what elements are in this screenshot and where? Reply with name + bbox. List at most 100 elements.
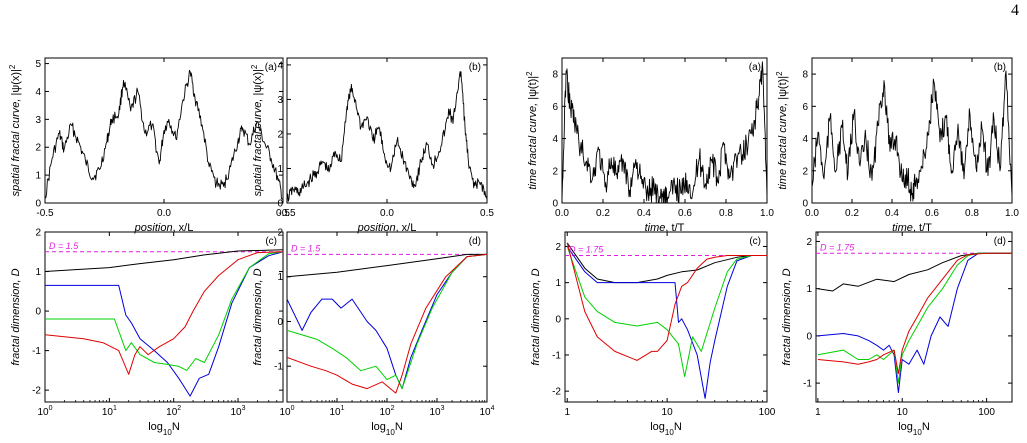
y-tick-label: 0: [806, 331, 812, 342]
y-tick-label: 1: [806, 284, 812, 295]
series-group: [45, 249, 283, 397]
y-tick-label: 0: [35, 307, 41, 318]
panel-label: (d): [469, 236, 481, 247]
y-tick-label: -1: [274, 362, 283, 373]
y-tick-label: 1: [555, 278, 561, 289]
y-tick-label: 2: [35, 143, 41, 154]
y-tick-label: 2: [35, 228, 41, 239]
y-tick-label: 8: [552, 70, 558, 81]
series-group: [287, 253, 487, 394]
y-tick-label: 2: [806, 237, 812, 248]
series-line-black: [45, 69, 283, 201]
y-tick-label: 1: [277, 272, 283, 283]
x-tick-label: 104: [479, 405, 494, 418]
y-tick-label: 2: [555, 242, 561, 253]
x-tick-label: 0.0: [157, 208, 171, 219]
series-group: [812, 70, 1012, 202]
chart-panel-p8: 1 10 100 -1 0 1 2 D = 1.75 (d) log10N fractal dime…: [781, 231, 1013, 437]
x-tick-label: 1: [564, 407, 570, 418]
dimension-reference-label: D = 1.5: [291, 243, 321, 253]
y-tick-label: 2: [552, 166, 558, 177]
y-axis-label: spatial fractal curve, |ψ(x)|2: [250, 64, 265, 196]
panel-label: (a): [749, 62, 761, 73]
y-tick-label: 6: [552, 102, 558, 113]
page-number: 4: [1011, 2, 1019, 19]
dimension-reference-label: D = 1.5: [49, 241, 79, 251]
x-tick-label: -0.5: [36, 208, 54, 219]
panel-label: (b): [469, 62, 481, 73]
y-tick-label: 0: [35, 199, 41, 210]
series-line-green: [566, 246, 767, 378]
x-tick-label: 100: [37, 405, 52, 418]
series-line-green: [817, 252, 1012, 384]
x-tick-label: 103: [231, 405, 246, 418]
x-axis-label: time, t/T: [892, 222, 932, 234]
x-tick-label: 0.2: [845, 208, 859, 219]
y-tick-label: 0: [277, 317, 283, 328]
series-line-blue: [287, 253, 487, 390]
x-tick-label: 0.6: [925, 208, 939, 219]
x-axis-label: log10N: [371, 421, 403, 437]
y-tick-label: -2: [552, 387, 561, 398]
y-tick-label: 0: [555, 314, 561, 325]
x-tick-label: 102: [166, 405, 181, 418]
x-tick-label: 0.0: [805, 208, 819, 219]
x-tick-label: 0.5: [480, 208, 494, 219]
x-tick-label: 101: [329, 405, 344, 418]
x-tick-label: -0.5: [278, 208, 296, 219]
y-tick-label: 2: [277, 228, 283, 239]
x-tick-label: 0.0: [380, 208, 394, 219]
y-axis-label: spatial fractal curve, |ψ(x)|2: [8, 64, 23, 196]
series-line-black: [287, 71, 487, 202]
y-tick-label: 4: [277, 60, 283, 71]
series-group: [287, 71, 487, 202]
y-tick-label: 3: [35, 115, 41, 126]
x-tick-label: 100: [759, 407, 776, 418]
series-group: [562, 61, 767, 203]
plot-frame: [811, 57, 1013, 204]
series-line-black: [817, 252, 1012, 292]
y-tick-label: 5: [35, 59, 41, 70]
series-line-red: [566, 242, 767, 361]
chart-panel-p4: 0.0 0.2 0.4 0.6 0.8 1.0 0 2 4 6 8 (b) time, t/T time …: [775, 57, 1019, 234]
x-tick-label: 0.4: [885, 208, 899, 219]
panel-label: (d): [994, 236, 1006, 247]
y-tick-label: 8: [802, 70, 808, 81]
x-tick-label: 0.8: [719, 208, 733, 219]
y-axis-label: fractal dimension, D: [252, 268, 264, 365]
chart-panel-p3: 0.0 0.2 0.4 0.6 0.8 1.0 0 2 4 6 8 (a) time, t/T time …: [525, 57, 774, 234]
x-tick-label: 1.0: [760, 208, 774, 219]
x-tick-label: 0.6: [678, 208, 692, 219]
y-tick-label: 1: [35, 171, 41, 182]
x-tick-label: 0.2: [596, 208, 610, 219]
plot-frame: [564, 231, 768, 403]
y-tick-label: 2: [277, 129, 283, 140]
dimension-reference-label: D = 1.75: [569, 245, 604, 255]
x-tick-label: 0.4: [637, 208, 651, 219]
x-tick-label: 103: [429, 405, 444, 418]
y-tick-label: 1: [277, 164, 283, 175]
x-tick-label: 100: [978, 407, 995, 418]
x-tick-label: 1.0: [1005, 208, 1019, 219]
panel-label: (c): [749, 236, 761, 247]
y-tick-label: -1: [552, 350, 561, 361]
series-line-blue: [566, 246, 767, 399]
dimension-reference-label: D = 1.75: [820, 242, 855, 252]
y-tick-label: 0: [802, 199, 808, 210]
panel-label: (c): [265, 236, 277, 247]
y-tick-label: -1: [32, 346, 41, 357]
y-tick-label: 0: [277, 199, 283, 210]
series-line-black: [562, 61, 767, 203]
x-tick-label: 1: [815, 407, 821, 418]
plot-frame: [286, 231, 488, 403]
y-tick-label: 4: [552, 134, 558, 145]
panel-label: (b): [994, 62, 1006, 73]
series-group: [45, 69, 283, 201]
x-axis-label: log10N: [898, 421, 930, 437]
y-tick-label: 3: [277, 95, 283, 106]
x-tick-label: 0.5: [276, 208, 290, 219]
y-axis-label: fractal dimension, D: [781, 268, 793, 365]
